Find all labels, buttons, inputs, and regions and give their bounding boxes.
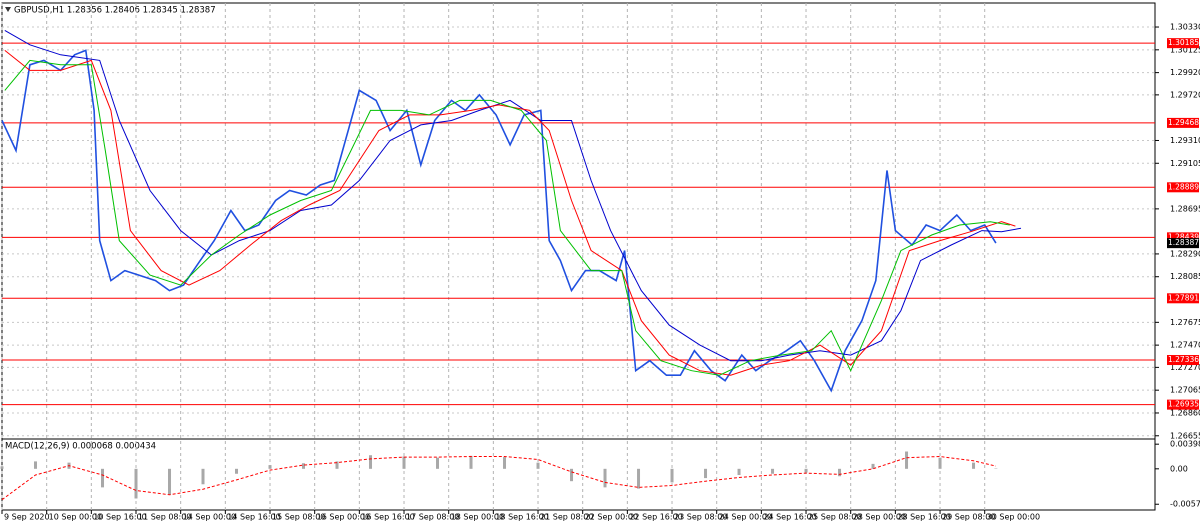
x-tick-label: 18 Sep 00:00 xyxy=(451,513,504,522)
last-price-label: 1.28387 xyxy=(1168,238,1199,247)
y-tick-label: 1.26655 xyxy=(1170,431,1200,440)
level-label: 1.27891 xyxy=(1168,293,1199,302)
macd-bar xyxy=(34,461,38,469)
signal-line xyxy=(1,455,997,501)
y-tick-label: 1.28695 xyxy=(1170,204,1200,213)
x-tick-label: 28 Sep 16:00 xyxy=(897,513,950,522)
macd-bar xyxy=(469,455,473,469)
x-tick-label: 24 Sep 16:00 xyxy=(763,513,816,522)
series-line xyxy=(4,29,1022,362)
x-tick-label: 22 Sep 16:00 xyxy=(629,513,682,522)
x-tick-label: 15 Sep 08:00 xyxy=(272,513,325,522)
macd-bar xyxy=(503,457,507,469)
macd-bar xyxy=(570,468,574,482)
x-tick-label: 24 Sep 00:00 xyxy=(719,513,772,522)
y-tick-label: 1.29920 xyxy=(1170,68,1200,77)
macd-bar xyxy=(771,468,775,474)
macd-bar xyxy=(536,462,540,469)
y-tick-label: 1.30330 xyxy=(1170,23,1200,32)
level-label-bg xyxy=(1167,293,1199,304)
level-label-bg xyxy=(1167,38,1199,49)
macd-bar xyxy=(101,468,105,488)
level-label: 1.30185 xyxy=(1168,38,1199,47)
x-tick-label: 16 Sep 00:00 xyxy=(317,513,370,522)
x-tick-label: 9 Sep 2020 xyxy=(4,513,50,522)
level-label-bg xyxy=(1167,182,1199,193)
macd-bar xyxy=(938,457,942,469)
macd-bar xyxy=(134,468,138,499)
x-tick-label: 14 Sep 16:00 xyxy=(227,513,280,522)
level-label: 1.27336 xyxy=(1168,355,1199,364)
macd-bar xyxy=(0,466,4,469)
last-price-bg xyxy=(1167,238,1199,249)
x-tick-label: 28 Sep 00:00 xyxy=(853,513,906,522)
macd-bar xyxy=(670,468,674,483)
x-tick-label: 17 Sep 08:00 xyxy=(406,513,459,522)
x-tick-label: 23 Sep 08:00 xyxy=(674,513,727,522)
x-tick-label: 16 Sep 16:00 xyxy=(361,513,414,522)
macd-bar xyxy=(335,461,339,469)
y-tick-label: 0.003986 xyxy=(1170,440,1200,449)
y-tick-label: 1.30125 xyxy=(1170,45,1200,54)
level-label: 1.26935 xyxy=(1168,400,1199,409)
macd-bar xyxy=(972,462,976,469)
y-tick-label: 1.29310 xyxy=(1170,136,1200,145)
x-tick-label: 14 Sep 00:00 xyxy=(183,513,236,522)
level-label: 1.28889 xyxy=(1168,182,1199,191)
y-tick-label: 1.28290 xyxy=(1170,249,1200,258)
macd-bar xyxy=(804,468,808,473)
macd-bar xyxy=(704,468,708,479)
series-line xyxy=(4,59,1010,376)
level-label-bg xyxy=(1167,117,1199,128)
y-tick-label: 1.29105 xyxy=(1170,159,1200,168)
level-label: 1.28439 xyxy=(1168,232,1199,241)
y-tick-label: 1.28085 xyxy=(1170,272,1200,281)
macd-bar xyxy=(838,468,842,477)
macd-bar xyxy=(871,463,875,469)
macd-bar xyxy=(369,455,373,469)
x-tick-label: 25 Sep 08:00 xyxy=(808,513,861,522)
level-label: 1.29468 xyxy=(1168,118,1199,127)
series-line xyxy=(1,49,997,393)
macd-bar xyxy=(268,465,272,469)
macd-bar xyxy=(637,468,641,489)
macd-bar xyxy=(436,457,440,469)
x-tick-label: 22 Sep 00:00 xyxy=(585,513,638,522)
y-tick-label: 0.00 xyxy=(1170,464,1188,473)
chart-title: GBPUSD,H1 1.28356 1.28406 1.28345 1.2838… xyxy=(14,6,216,16)
y-tick-label: 1.29720 xyxy=(1170,90,1200,99)
macd-bar xyxy=(302,463,306,469)
x-tick-label: 29 Sep 08:00 xyxy=(942,513,995,522)
level-label-bg xyxy=(1167,399,1199,410)
level-label-bg xyxy=(1167,355,1199,366)
macd-bar xyxy=(168,468,172,495)
macd-bar xyxy=(235,468,239,474)
y-tick-label: 1.27065 xyxy=(1170,386,1200,395)
macd-bar xyxy=(737,468,741,475)
x-tick-label: 21 Sep 08:00 xyxy=(540,513,593,522)
x-tick-label: 10 Sep 16:00 xyxy=(93,513,146,522)
macd-bar xyxy=(402,456,406,469)
x-tick-label: 18 Sep 16:00 xyxy=(495,513,548,522)
y-tick-label: -0.005729 xyxy=(1170,500,1200,509)
x-tick-label: 10 Sep 00:00 xyxy=(49,513,102,522)
y-tick-label: 1.27270 xyxy=(1170,363,1200,372)
macd-bar xyxy=(201,468,205,485)
macd-bar xyxy=(603,468,607,488)
x-tick-label: 11 Sep 08:00 xyxy=(138,513,191,522)
y-tick-label: 1.27470 xyxy=(1170,341,1200,350)
indicator-title: MACD(12,26,9) 0.000068 0.000434 xyxy=(5,442,156,452)
symbol-icon xyxy=(5,7,11,12)
macd-bar xyxy=(905,451,909,469)
level-label-bg xyxy=(1167,232,1199,243)
y-tick-label: 1.26860 xyxy=(1170,408,1200,417)
x-tick-label: 30 Sep 00:00 xyxy=(987,513,1040,522)
y-tick-label: 1.27675 xyxy=(1170,318,1200,327)
